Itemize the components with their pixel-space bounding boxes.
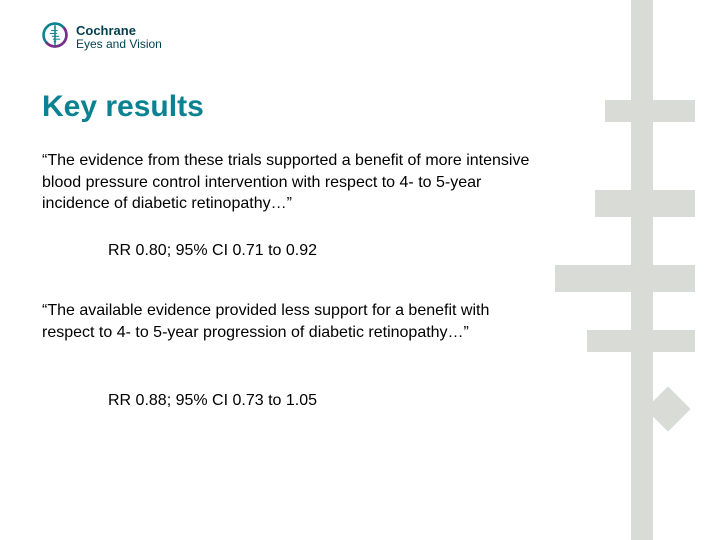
brand-name-top: Cochrane xyxy=(76,24,162,38)
paragraph-2: “The available evidence provided less su… xyxy=(42,300,542,343)
decor-h-bar xyxy=(647,100,695,122)
decor-h-bar xyxy=(647,330,695,352)
paragraph-1: “The evidence from these trials supporte… xyxy=(42,150,542,215)
stat-2: RR 0.88; 95% CI 0.73 to 1.05 xyxy=(108,390,548,412)
decor-h-bar xyxy=(587,330,637,352)
decor-h-bar xyxy=(555,265,695,292)
brand-logo: Cochrane Eyes and Vision xyxy=(42,22,162,53)
stat-1: RR 0.80; 95% CI 0.71 to 0.92 xyxy=(108,240,548,262)
decor-h-bar xyxy=(595,190,695,217)
decor-h-bar xyxy=(605,100,637,122)
brand-name-bottom: Eyes and Vision xyxy=(76,38,162,51)
cochrane-logo-icon xyxy=(42,22,68,53)
slide-title: Key results xyxy=(42,90,204,124)
